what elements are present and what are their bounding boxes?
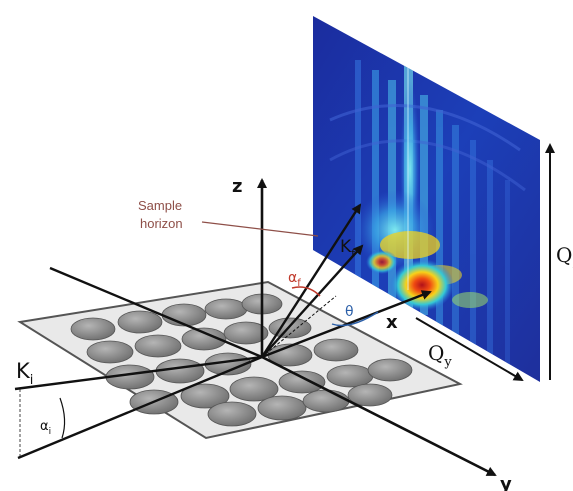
y-axis [261, 355, 497, 477]
ki-label: Ki [16, 359, 33, 388]
scattered-beams [260, 203, 364, 358]
alpha-f-arc [291, 286, 321, 297]
beam-lines [14, 266, 263, 460]
qy-label: Qy [428, 341, 452, 370]
sample-horizon-pointer [201, 221, 319, 237]
nanoparticle-array [70, 293, 413, 427]
sample-horizon-label-1: Sample [138, 198, 182, 213]
alpha-f-label: αf [288, 270, 301, 289]
qy-arrow [415, 317, 524, 382]
y-axis-label: y [500, 474, 512, 491]
z-axis-label: z [232, 176, 242, 197]
sample-horizon-label-2: horizon [140, 216, 183, 231]
theta-arc [331, 311, 379, 327]
kf-label: Kf [340, 237, 356, 260]
x-axis-label: x [386, 312, 398, 333]
detector-panel [313, 16, 540, 382]
x-axis [261, 290, 432, 359]
alpha-i-label: αi [40, 419, 51, 437]
theta-label: θ [345, 304, 354, 320]
incident-wedge [19, 389, 66, 458]
qz-label: Qz [556, 243, 573, 272]
